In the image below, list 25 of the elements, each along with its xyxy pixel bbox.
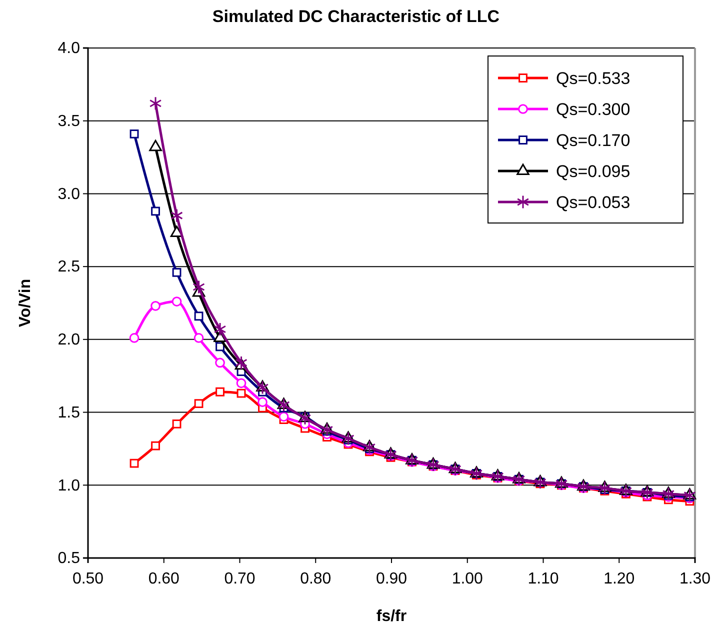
x-axis-title: fs/fr <box>376 608 407 625</box>
x-tick-label: 0.50 <box>72 570 104 588</box>
x-tick-label: 1.10 <box>528 570 559 588</box>
y-tick-label: 1.0 <box>58 477 80 494</box>
y-tick-label: 4.0 <box>58 40 80 58</box>
x-tick-label: 0.70 <box>224 570 256 588</box>
legend-label: Qs=0.095 <box>556 162 630 181</box>
y-axis-title: Vo/Vin <box>17 278 34 328</box>
x-tick-label: 1.30 <box>679 570 711 588</box>
chart-title: Simulated DC Characteristic of LLC <box>212 7 500 26</box>
y-tick-label: 2.0 <box>58 332 80 349</box>
x-tick-label: 0.60 <box>148 570 180 588</box>
y-tick-label: 3.0 <box>58 186 80 203</box>
x-tick-label: 0.90 <box>376 570 408 588</box>
y-tick-label: 0.5 <box>58 550 80 568</box>
y-tick-label: 1.5 <box>58 404 80 422</box>
legend-label: Qs=0.300 <box>556 100 630 119</box>
x-tick-label: 1.00 <box>452 570 484 588</box>
y-tick-label: 3.5 <box>58 112 80 130</box>
legend-label: Qs=0.533 <box>556 69 630 88</box>
y-tick-label: 2.5 <box>58 258 80 276</box>
legend-label: Qs=0.170 <box>556 131 630 150</box>
x-tick-label: 1.20 <box>604 570 635 588</box>
x-tick-label: 0.80 <box>300 570 332 588</box>
legend-label: Qs=0.053 <box>556 193 630 212</box>
